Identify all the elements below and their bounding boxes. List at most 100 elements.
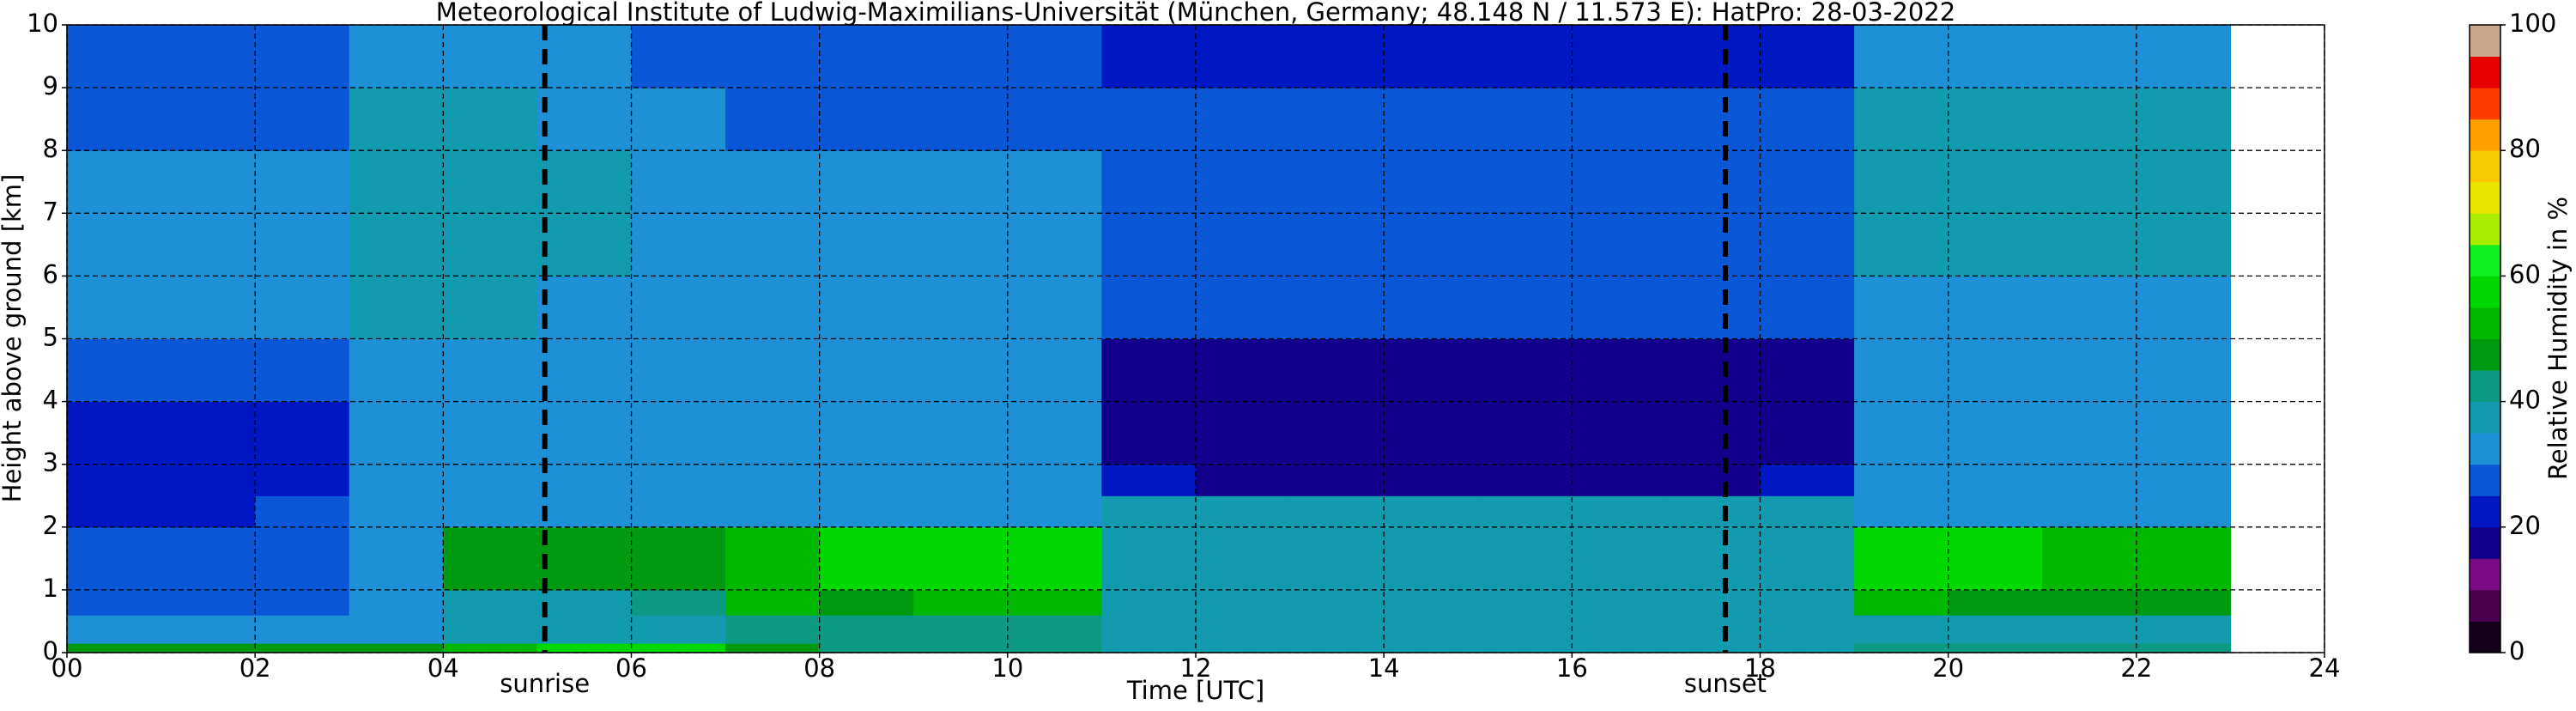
heatmap-cell: [1477, 150, 1573, 214]
colorbar-band: [2470, 338, 2500, 371]
heatmap-cell: [1760, 88, 1855, 151]
heatmap-cell: [1289, 589, 1385, 616]
x-tick-label: 18: [1744, 653, 1776, 683]
heatmap-cell: [443, 495, 538, 528]
heatmap-cell: [631, 464, 726, 496]
colorbar-band: [2470, 526, 2500, 559]
heatmap-cell: [536, 526, 633, 591]
heatmap-cell: [1007, 276, 1103, 340]
heatmap-cell: [2136, 615, 2232, 644]
heatmap-cell: [1196, 276, 1291, 340]
heatmap-cell: [1384, 88, 1479, 151]
colorbar-band: [2470, 25, 2500, 58]
y-axis-label: Height above ground [km]: [0, 174, 27, 503]
heatmap-cell: [1007, 88, 1103, 151]
heatmap-cell: [1948, 464, 2043, 496]
heatmap-cell: [443, 401, 538, 465]
heatmap-cell: [1760, 276, 1855, 340]
colorbar-band: [2470, 589, 2500, 622]
heatmap-cell: [1101, 615, 1197, 644]
heatmap-cell: [67, 615, 162, 644]
heatmap-cell: [67, 25, 162, 88]
heatmap-cell: [631, 213, 726, 276]
heatmap-cell: [1477, 526, 1573, 591]
heatmap-cell: [161, 589, 256, 616]
heatmap-cell: [913, 338, 1009, 403]
y-tick-label: 5: [43, 323, 58, 352]
heatmap-cell: [1384, 276, 1479, 340]
heatmap-cell: [2136, 589, 2232, 616]
colorbar-band: [2470, 56, 2500, 88]
heatmap-cell: [1854, 276, 1949, 340]
heatmap-cell: [2042, 25, 2137, 88]
heatmap-cell: [1572, 25, 1667, 88]
heatmap-cell: [161, 464, 256, 496]
heatmap-cell: [631, 88, 726, 151]
heatmap-cell: [631, 25, 726, 88]
heatmap-cell: [349, 643, 444, 653]
heatmap-cell: [631, 615, 726, 644]
heatmap-cell: [443, 88, 538, 151]
heatmap-cell: [1854, 25, 1949, 88]
heatmap-cell: [1665, 643, 1761, 653]
heatmap-cell: [1760, 589, 1855, 616]
heatmap-cell: [1289, 464, 1385, 496]
heatmap-cell: [1760, 615, 1855, 644]
heatmap-cell: [631, 401, 726, 465]
heatmap-cell: [161, 643, 256, 653]
heatmap-cell: [536, 338, 633, 403]
heatmap-cell: [255, 589, 350, 616]
x-tick-label: 02: [239, 653, 271, 683]
heatmap-cell: [1760, 338, 1855, 403]
heatmap-cell: [1760, 526, 1855, 591]
heatmap-cell: [2042, 589, 2137, 616]
heatmap-cell: [1477, 338, 1573, 403]
heatmap-cell: [1007, 615, 1103, 644]
heatmap-cell: [536, 150, 633, 214]
heatmap-cell: [2042, 213, 2137, 276]
heatmap-cell: [255, 401, 350, 465]
heatmap-cell: [255, 338, 350, 403]
heatmap-cell: [1384, 213, 1479, 276]
heatmap-cell: [1384, 338, 1479, 403]
heatmap-cell: [819, 276, 914, 340]
heatmap-cell: [67, 401, 162, 465]
heatmap-cell: [2042, 88, 2137, 151]
y-tick-label: 7: [43, 197, 58, 226]
heatmap-cell: [161, 276, 256, 340]
colorbar-band: [2470, 213, 2500, 246]
heatmap-cell: [913, 25, 1009, 88]
y-tick-label: 10: [27, 9, 58, 38]
heatmap-cell: [913, 88, 1009, 151]
heatmap-cell: [1760, 150, 1855, 214]
heatmap-cell: [913, 615, 1009, 644]
colorbar-band: [2470, 181, 2500, 214]
heatmap-cell: [443, 213, 538, 276]
colorbar-band: [2470, 88, 2500, 120]
heatmap-cell: [1007, 643, 1103, 653]
heatmap-cell: [1477, 213, 1573, 276]
y-tick-label: 2: [43, 511, 58, 540]
heatmap-cell: [161, 150, 256, 214]
colorbar-band: [2470, 118, 2500, 151]
heatmap-cell: [819, 88, 914, 151]
heatmap-cell: [349, 589, 444, 616]
heatmap-cell: [2136, 213, 2232, 276]
heatmap-cell: [1854, 643, 1949, 653]
heatmap-cell: [1289, 615, 1385, 644]
heatmap-cell: [255, 213, 350, 276]
heatmap-cell: [819, 401, 914, 465]
heatmap-cell: [536, 213, 633, 276]
colorbar-band: [2470, 621, 2500, 653]
heatmap-cell: [1572, 615, 1667, 644]
heatmap-cell: [67, 88, 162, 151]
y-tick-label: 1: [43, 574, 58, 603]
heatmap-cell: [255, 25, 350, 88]
heatmap-cell: [1101, 401, 1197, 465]
heatmap-cell: [349, 338, 444, 403]
heatmap-cell: [1289, 88, 1385, 151]
heatmap-cell: [161, 401, 256, 465]
heatmap-cell: [913, 495, 1009, 528]
heatmap-cell: [2136, 464, 2232, 496]
heatmap-cell: [1384, 464, 1479, 496]
